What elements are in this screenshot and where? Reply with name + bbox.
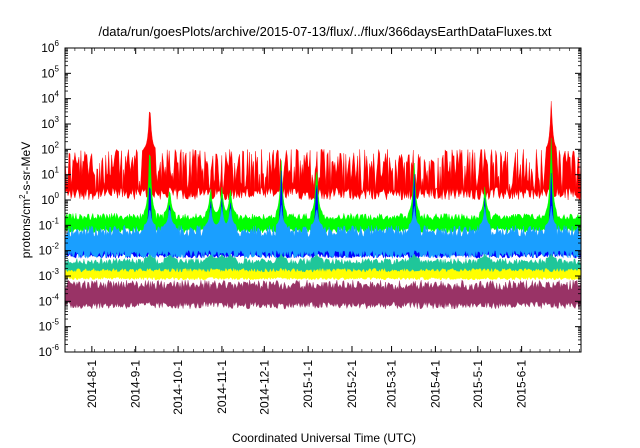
y-tick-label: 100	[41, 191, 59, 207]
x-tick-label: 2014-10-1	[171, 360, 185, 415]
y-axis: 10-6 10-5 10-4 10-3 10-2 10-1 100 101 102 103 104 1…	[39, 39, 581, 359]
x-axis: 2014-8-1 2014-9-1 2014-10-1 2014-11-1 2014-1…	[64, 48, 580, 415]
y-axis-label: protons/cm2-s-sr-MeV	[18, 142, 33, 258]
x-tick-label: 2015-3-1	[385, 360, 399, 408]
x-tick-label: 2014-9-1	[129, 360, 143, 408]
y-axis-label-sup: 2	[18, 194, 27, 199]
y-tick-label: 101	[41, 166, 59, 182]
y-tick-label: 10-6	[39, 343, 60, 359]
flux-series-band	[65, 205, 581, 260]
y-tick-label: 10-2	[39, 242, 60, 258]
chart-title: /data/run/goesPlots/archive/2015-07-13/f…	[98, 24, 551, 39]
flux-series-band	[65, 267, 581, 281]
y-tick-label: 104	[41, 90, 59, 106]
plot-frame	[64, 47, 582, 353]
x-tick-label: 2014-8-1	[85, 360, 99, 408]
y-tick-label: 103	[41, 115, 59, 131]
x-tick-label: 2014-12-1	[257, 360, 271, 415]
x-tick-label: 2015-5-1	[471, 360, 485, 408]
x-tick-label: 2015-1-1	[301, 360, 315, 408]
y-tick-label: 102	[41, 140, 59, 156]
y-axis-label-part1: protons/cm	[19, 199, 33, 258]
x-tick-label: 2015-2-1	[345, 360, 359, 408]
y-tick-label: 10-4	[39, 292, 60, 308]
plot-area	[65, 101, 581, 310]
y-tick-label: 10-3	[39, 267, 60, 283]
flux-series-band	[65, 279, 581, 310]
y-tick-label: 105	[41, 64, 59, 80]
x-tick-label: 2014-11-1	[215, 360, 229, 414]
y-tick-label: 106	[41, 39, 59, 55]
y-tick-label: 10-5	[39, 318, 60, 334]
y-axis-label-part2: -s-sr-MeV	[19, 142, 33, 195]
x-tick-label: 2015-4-1	[428, 360, 442, 408]
flux-series-band	[65, 101, 581, 201]
x-tick-label: 2015-6-1	[515, 360, 529, 408]
x-axis-label: Coordinated Universal Time (UTC)	[232, 431, 416, 445]
y-tick-label: 10-1	[39, 216, 60, 232]
